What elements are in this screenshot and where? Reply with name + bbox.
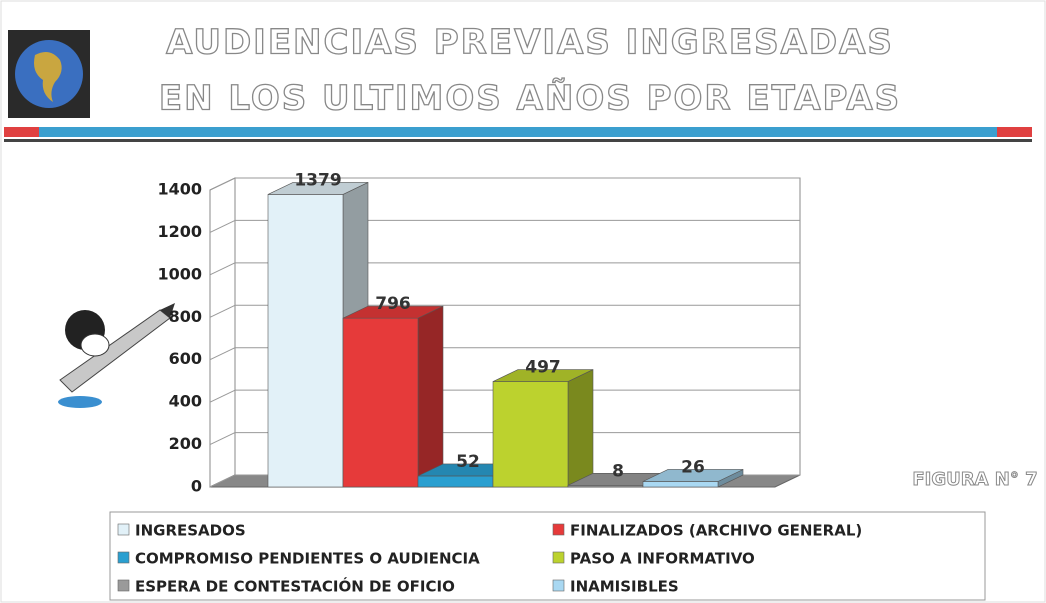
legend-swatch: [553, 580, 564, 591]
header-rule: [4, 127, 1032, 142]
y-tick-label: 1000: [157, 264, 202, 283]
value-label: 796: [375, 294, 411, 314]
legend-swatch: [553, 552, 564, 563]
bar-side: [418, 306, 443, 487]
bar: [268, 194, 343, 487]
y-tick-label: 200: [169, 434, 202, 453]
y-tick-label: 800: [169, 307, 202, 326]
legend-swatch: [118, 524, 129, 535]
y-tick-label: 600: [169, 349, 202, 368]
bar-side: [568, 370, 593, 487]
value-label: 1379: [294, 170, 341, 190]
y-tick-label: 0: [191, 477, 202, 496]
value-label: 8: [612, 461, 624, 481]
side-wall: [210, 178, 235, 487]
bar: [418, 476, 493, 487]
y-tick-label: 1400: [157, 180, 202, 199]
legend-label: ESPERA DE CONTESTACIÓN DE OFICIO: [135, 577, 455, 596]
bar: [343, 318, 418, 487]
value-label: 52: [456, 452, 480, 472]
bar: [643, 481, 718, 487]
chart: AUDIENCIAS PREVIAS INGRESADAS EN LOS ULT…: [0, 0, 1046, 603]
bar: [493, 382, 568, 487]
value-label: 497: [525, 358, 561, 378]
legend-swatch: [118, 580, 129, 591]
y-tick-label: 400: [169, 392, 202, 411]
globe-icon: [8, 30, 90, 118]
title-line: EN LOS ULTIMOS AÑOS POR ETAPAS: [159, 78, 901, 119]
legend-label: COMPROMISO PENDIENTES O AUDIENCIA: [135, 550, 480, 568]
legend-label: INAMISIBLES: [570, 578, 679, 596]
legend-swatch: [118, 552, 129, 563]
legend-label: INGRESADOS: [135, 522, 246, 540]
value-label: 26: [681, 457, 705, 477]
figure-label: FIGURA N° 7: [912, 469, 1037, 490]
title-line: AUDIENCIAS PREVIAS INGRESADAS: [166, 23, 894, 63]
legend-label: FINALIZADOS (ARCHIVO GENERAL): [570, 522, 862, 540]
y-tick-label: 1200: [157, 222, 202, 241]
legend-swatch: [553, 524, 564, 535]
legend-label: PASO A INFORMATIVO: [570, 550, 755, 568]
